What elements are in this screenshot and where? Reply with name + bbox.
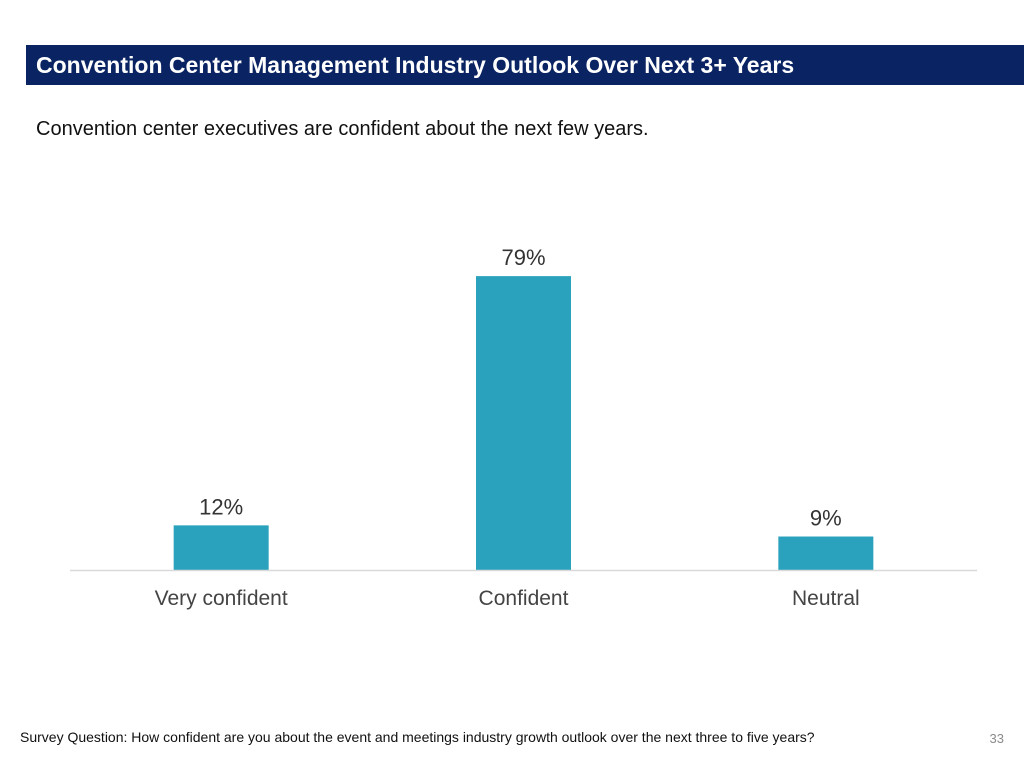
category-label-very-confident: Very confident: [155, 587, 288, 610]
category-label-confident: Confident: [479, 587, 569, 610]
bar-very-confident: [173, 525, 269, 570]
page-title: Convention Center Management Industry Ou…: [36, 51, 795, 78]
page-subtitle: Convention center executives are confide…: [36, 118, 649, 140]
data-label-neutral: 9%: [810, 506, 842, 531]
data-label-very-confident: 12%: [199, 494, 243, 519]
survey-question-footnote: Survey Question: How confident are you a…: [20, 729, 815, 745]
data-label-confident: 79%: [501, 245, 545, 270]
title-bar: Convention Center Management Industry Ou…: [26, 45, 1024, 85]
page-number: 33: [989, 731, 1004, 746]
category-label-neutral: Neutral: [792, 587, 860, 610]
bar-confident: [476, 276, 571, 570]
bar-chart: 12% Very confident 79% Confident 9% Neutral: [70, 245, 977, 610]
bar-neutral: [778, 536, 874, 570]
